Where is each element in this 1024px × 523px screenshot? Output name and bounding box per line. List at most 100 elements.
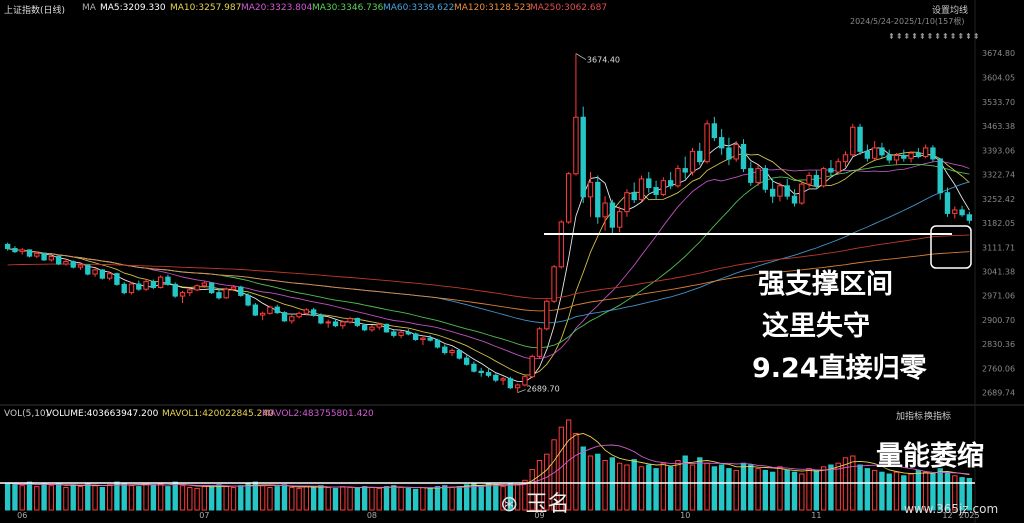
candle — [165, 274, 171, 286]
candle-body — [595, 181, 601, 218]
candle — [609, 199, 616, 235]
candle-body — [347, 317, 353, 323]
candle-body — [675, 168, 681, 187]
high-marker-pointer — [575, 53, 587, 60]
volume-bar — [48, 485, 55, 511]
low-marker-pointer — [517, 389, 526, 393]
candle — [864, 144, 871, 162]
candle — [799, 182, 805, 205]
candle-body — [660, 180, 667, 195]
add-indicator-button[interactable]: 加指标 — [896, 412, 924, 422]
candle — [507, 376, 514, 390]
volume-bar — [325, 487, 331, 511]
annotation-volume-shrink: 量能萎缩 — [876, 441, 984, 472]
volume-bar — [536, 460, 543, 511]
candle-body — [806, 174, 812, 185]
volume-bar — [463, 484, 470, 511]
volume-bar — [602, 460, 608, 511]
candle-body — [893, 155, 900, 161]
settings-ma-button[interactable]: 设置均线 — [932, 6, 969, 16]
index-name[interactable]: 上证指数(日线) — [4, 6, 66, 16]
candle — [740, 139, 747, 173]
candle — [41, 252, 47, 261]
volume-bar — [704, 462, 710, 511]
candle — [755, 165, 761, 186]
candle — [697, 142, 703, 166]
volume-bar — [697, 457, 703, 511]
candle — [791, 189, 798, 207]
candle-body — [165, 276, 171, 285]
volume-bar — [391, 485, 397, 511]
price-tick-label: 2971.06 — [982, 292, 1015, 301]
mavol2-line — [7, 444, 970, 489]
price-tick-label: 2900.70 — [982, 316, 1015, 325]
ma120-line — [7, 248, 970, 312]
candle — [420, 336, 426, 346]
volume-bar — [748, 464, 754, 511]
candle — [631, 182, 637, 204]
volume-bar — [522, 479, 528, 511]
candle — [230, 285, 237, 292]
toolbar-icons[interactable]: ⇞⇞⇞⇞⇞⇞⇞⇞⇞⇞⇞⇞ — [888, 32, 981, 41]
volume-bar — [376, 487, 382, 511]
candle-body — [310, 309, 317, 316]
candle-body — [63, 261, 69, 265]
candle-body — [886, 154, 892, 161]
candle — [558, 220, 565, 269]
volume-bar — [303, 486, 310, 511]
candle-body — [150, 281, 157, 288]
candle — [48, 254, 55, 262]
candle — [573, 53, 579, 176]
candle-body — [296, 312, 302, 318]
candle — [208, 282, 215, 295]
candle — [522, 375, 528, 387]
volume-bar — [434, 486, 441, 511]
candle — [267, 305, 273, 315]
candle-body — [602, 202, 608, 218]
volume-bar — [230, 487, 237, 511]
candle — [966, 211, 973, 224]
candle-body — [398, 331, 404, 336]
candle-body — [427, 337, 433, 341]
candle — [106, 271, 113, 281]
candle — [223, 287, 229, 299]
candle-body — [908, 152, 914, 159]
volume-bar — [347, 487, 353, 511]
candle — [449, 348, 455, 357]
candle-body — [544, 300, 550, 330]
candle — [544, 299, 550, 331]
candle — [478, 367, 484, 377]
candle — [201, 281, 208, 288]
candle — [245, 293, 251, 307]
month-label: 2025 — [959, 511, 979, 520]
candle — [871, 141, 878, 160]
switch-indicator-button[interactable]: 换指标 — [924, 412, 952, 422]
volume-bar — [456, 486, 463, 511]
volume-bar — [871, 469, 878, 511]
candle-body — [485, 372, 492, 376]
ma60-value: MA60:3339.622 — [383, 3, 455, 13]
candle — [114, 272, 120, 286]
candle — [624, 189, 630, 217]
candle — [893, 153, 900, 166]
candle — [915, 147, 922, 159]
candle-body — [820, 168, 827, 187]
candle-body — [762, 168, 769, 190]
ma250-value: MA250:3062.687 — [530, 3, 608, 13]
candle — [63, 258, 69, 266]
candle — [638, 175, 645, 202]
candle — [121, 282, 127, 295]
vol-label: VOL(5,10) — [4, 409, 50, 419]
candle — [143, 278, 149, 291]
volume-bar — [915, 469, 922, 511]
candle — [485, 369, 492, 378]
candle-body — [871, 147, 878, 159]
volume-bar — [121, 483, 127, 511]
candle — [820, 166, 827, 188]
candle-body — [646, 178, 652, 189]
candle — [99, 269, 106, 280]
ma60-line — [7, 181, 970, 324]
candle-body — [587, 181, 594, 198]
volume-bar — [398, 487, 404, 511]
